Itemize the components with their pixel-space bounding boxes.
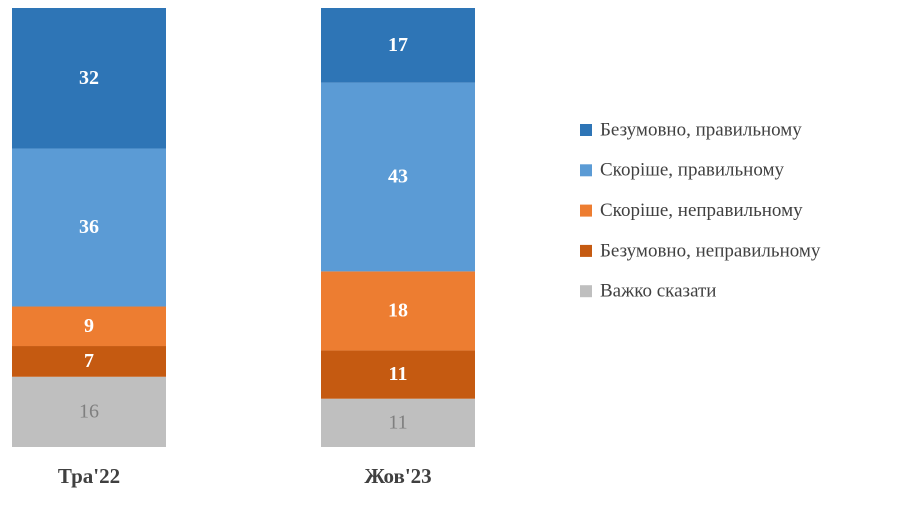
- data-label: 11: [389, 363, 408, 385]
- bar-segment: [321, 350, 475, 399]
- legend-label: Скоріше, правильному: [600, 160, 784, 181]
- data-label: 43: [388, 166, 408, 188]
- legend-label: Безумовно, неправильному: [600, 240, 821, 261]
- legend-marker: [580, 204, 592, 217]
- bar-segment: [321, 82, 475, 272]
- x-tick-label: Жов'23: [364, 464, 431, 488]
- data-label: 7: [84, 350, 94, 372]
- data-label: 11: [388, 411, 407, 433]
- bar-segment: [12, 346, 166, 377]
- x-tick-label: Тра'22: [58, 464, 120, 488]
- legend-marker: [580, 244, 592, 257]
- data-label: 18: [388, 300, 408, 322]
- legend-marker: [580, 285, 592, 298]
- bar-segment: [321, 271, 475, 351]
- legend-label: Важко сказати: [600, 281, 716, 302]
- legend-label: Скоріше, неправильному: [600, 200, 803, 221]
- legend-label: Безумовно, правильному: [600, 119, 802, 140]
- bar-segment: [321, 398, 475, 447]
- bar-segment: [12, 8, 166, 149]
- data-label: 32: [79, 67, 99, 89]
- bar-segment: [321, 8, 475, 83]
- legend-marker: [580, 124, 592, 136]
- bar-segment: [12, 306, 166, 347]
- data-label: 9: [84, 315, 94, 337]
- legend-marker: [580, 164, 592, 177]
- bar-segment: [12, 376, 166, 447]
- data-label: 17: [388, 34, 408, 56]
- data-label: 36: [79, 216, 99, 238]
- data-label: 16: [79, 400, 99, 422]
- bar-segment: [12, 148, 166, 307]
